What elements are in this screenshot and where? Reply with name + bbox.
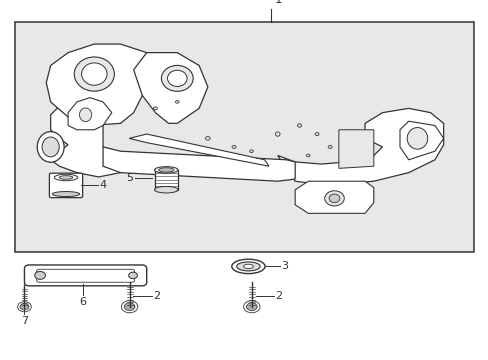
Ellipse shape [37,132,64,162]
Polygon shape [68,98,112,130]
Ellipse shape [231,259,264,274]
Ellipse shape [158,168,174,172]
Ellipse shape [275,132,280,136]
Polygon shape [46,44,155,126]
Circle shape [124,303,135,311]
Text: 5: 5 [126,173,133,183]
Ellipse shape [175,101,179,103]
Ellipse shape [407,127,427,149]
Text: 7: 7 [21,316,28,326]
Ellipse shape [154,167,178,173]
Ellipse shape [74,57,114,91]
Ellipse shape [249,150,253,153]
Polygon shape [399,121,443,160]
Ellipse shape [124,304,134,309]
Ellipse shape [20,305,29,309]
Text: 2: 2 [153,291,160,301]
Circle shape [20,303,29,310]
Polygon shape [338,130,373,168]
Ellipse shape [243,264,253,269]
Ellipse shape [167,70,187,86]
Ellipse shape [153,107,157,110]
Ellipse shape [324,191,344,206]
Ellipse shape [205,137,210,140]
Text: 2: 2 [275,291,282,301]
Ellipse shape [128,272,137,279]
Ellipse shape [54,174,78,181]
Bar [15,22,473,252]
Text: 6: 6 [80,297,86,307]
Text: 1: 1 [274,0,282,6]
Ellipse shape [35,271,45,279]
Ellipse shape [306,154,309,157]
Ellipse shape [161,66,193,91]
Ellipse shape [405,129,428,148]
Bar [154,170,178,190]
Ellipse shape [154,186,178,193]
Ellipse shape [42,137,59,157]
Ellipse shape [236,262,260,271]
Ellipse shape [327,145,331,148]
Ellipse shape [81,63,107,85]
Polygon shape [129,134,268,166]
FancyBboxPatch shape [37,269,134,282]
Polygon shape [103,147,295,181]
Ellipse shape [246,304,257,309]
Text: 4: 4 [99,180,106,190]
Ellipse shape [232,145,236,148]
FancyBboxPatch shape [49,173,82,198]
Ellipse shape [80,108,92,122]
Text: 3: 3 [281,261,288,271]
Ellipse shape [297,124,301,127]
Circle shape [246,303,257,311]
Ellipse shape [314,132,318,135]
FancyBboxPatch shape [24,265,146,286]
Polygon shape [295,181,373,213]
Ellipse shape [52,192,80,197]
Polygon shape [277,108,443,185]
Polygon shape [133,53,207,123]
Polygon shape [51,102,120,177]
Ellipse shape [59,176,73,179]
Ellipse shape [328,194,339,203]
